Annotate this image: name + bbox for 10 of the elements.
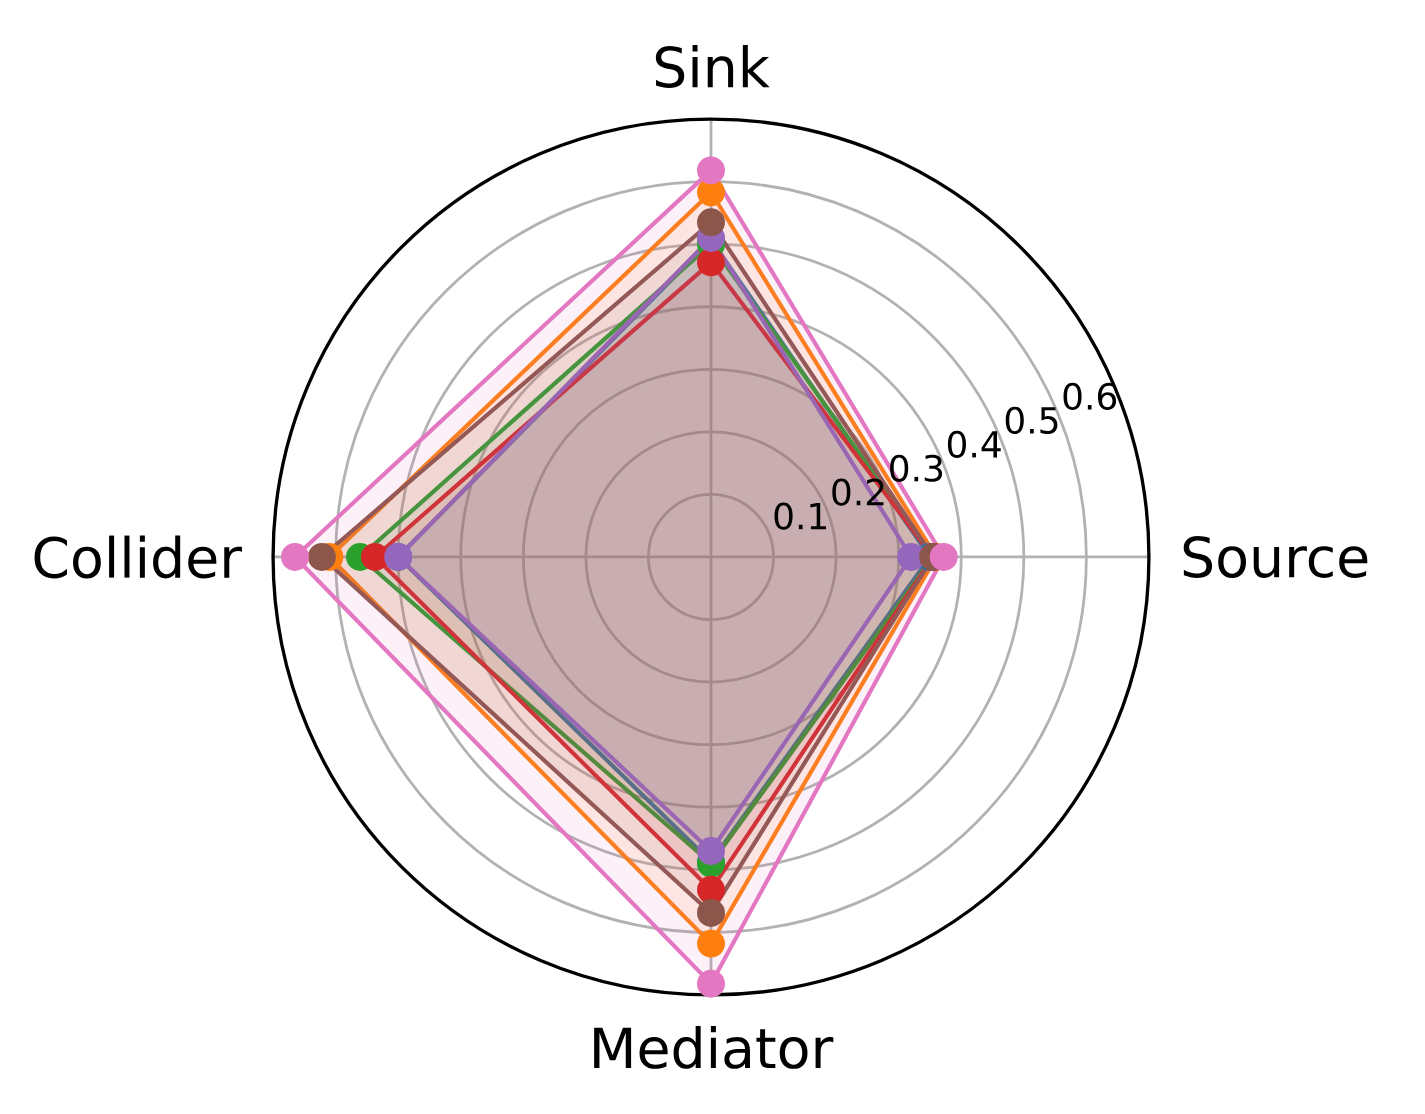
y-tick-label: 0.4 bbox=[947, 430, 1001, 458]
spoke-label: Source bbox=[1183, 536, 1368, 578]
spoke-label: Sink bbox=[655, 45, 770, 88]
spoke-label: Mediator bbox=[594, 1026, 834, 1069]
y-tick-label: 0.2 bbox=[832, 478, 884, 506]
y-tick-label: 0.6 bbox=[1063, 382, 1117, 411]
y-tick-label: 0.3 bbox=[890, 454, 943, 482]
y-tick-label: 0.5 bbox=[1005, 406, 1058, 434]
spoke-label: Collider bbox=[34, 535, 242, 579]
y-tick-label: 0.1 bbox=[774, 502, 827, 530]
